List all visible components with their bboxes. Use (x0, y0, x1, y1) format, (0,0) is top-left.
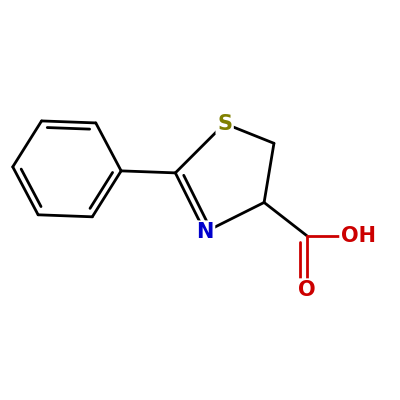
Text: S: S (217, 114, 232, 134)
Text: OH: OH (341, 226, 376, 246)
Text: N: N (196, 222, 214, 242)
Text: O: O (298, 280, 316, 300)
